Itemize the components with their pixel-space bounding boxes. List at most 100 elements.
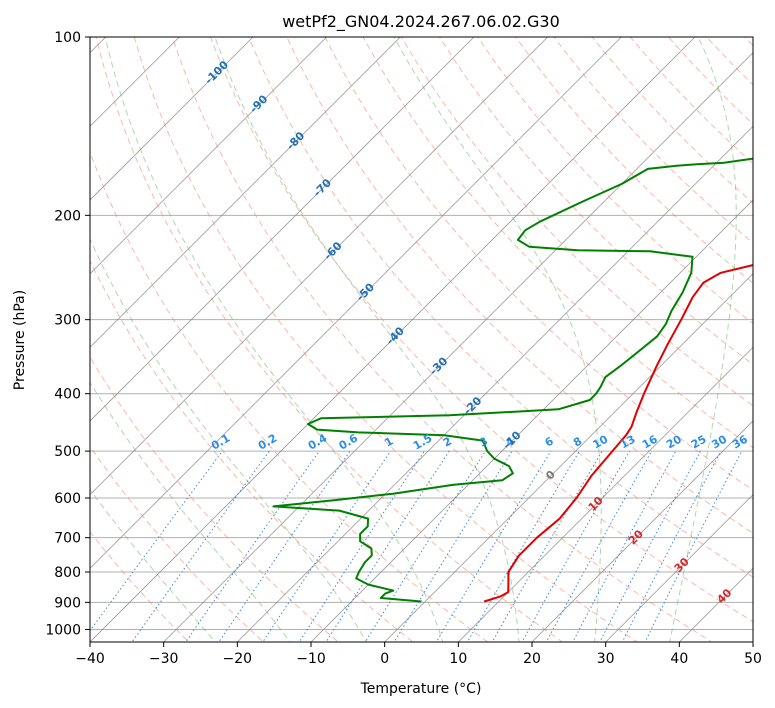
isotherm-line [90, 37, 696, 642]
dry-adiabat [90, 259, 414, 642]
mixing-ratio-label: 10 [590, 432, 610, 451]
dry-adiabat [248, 37, 753, 578]
isotherm-line [90, 37, 401, 348]
y-axis-label: Pressure (hPa) [12, 290, 28, 390]
moist-adiabat [90, 381, 291, 642]
x-tick-label: 30 [597, 651, 615, 667]
mixing-ratio-line [298, 450, 425, 642]
y-tick-label: 500 [54, 444, 81, 460]
dry-adiabat [438, 37, 753, 366]
dry-adiabat [591, 37, 753, 204]
mixing-ratio-line [435, 450, 552, 642]
mixing-ratio-line [644, 450, 743, 642]
isotherm-line [458, 346, 753, 642]
isotherm-line [90, 37, 548, 496]
mixing-ratio-line [545, 450, 653, 642]
mixing-ratio-line [621, 450, 722, 642]
mixing-ratio-line [364, 450, 486, 642]
y-tick-label: 400 [54, 387, 81, 403]
dry-adiabat [729, 0, 775, 654]
y-tick-label: 600 [54, 491, 81, 507]
moist-adiabat [90, 488, 216, 642]
mixing-ratio-line [572, 450, 677, 642]
isotherm-line [310, 199, 753, 642]
mixing-ratio-label: 3 [477, 435, 490, 450]
mixing-ratio-line [599, 450, 701, 642]
x-axis: −40 −30 −20 −10 0 10 20 30 40 50 [75, 642, 762, 667]
mixing-ratio-line [131, 450, 270, 642]
y-tick-label: 900 [54, 595, 81, 611]
moist-adiabat [669, 37, 737, 642]
isotherm-label: -100 [202, 58, 231, 87]
isotherm-line [90, 37, 254, 201]
x-tick-label: 0 [380, 651, 389, 667]
isotherm-line [90, 37, 327, 275]
dry-adiabat [324, 37, 753, 491]
dry-adiabat [90, 531, 190, 642]
y-tick-label: 1000 [45, 622, 81, 638]
mixing-ratio-label: 0.1 [209, 432, 232, 453]
mixing-ratio-label: 0.2 [256, 432, 279, 453]
plot-frame [89, 36, 754, 643]
mixing-ratio-line [262, 450, 392, 642]
y-tick-label: 100 [54, 30, 81, 46]
moist-adiabat [393, 37, 602, 642]
isotherm-label: 0 [543, 468, 558, 483]
x-tick-label: −30 [149, 651, 179, 667]
isotherm-line [90, 37, 475, 422]
isotherm-line [237, 125, 753, 642]
isotherm-line [752, 641, 753, 642]
mixing-ratio-label: 30 [709, 432, 729, 451]
isotherm-line [531, 420, 753, 642]
isotherm-label: 20 [626, 527, 646, 547]
moist-adiabat [214, 37, 520, 642]
x-tick-label: 40 [670, 651, 688, 667]
dry-adiabat [362, 37, 753, 449]
isotherm-line [605, 494, 753, 642]
mixing-ratio-label: 0.4 [306, 431, 330, 452]
mixing-ratio-label: 20 [664, 432, 684, 451]
isotherm-label: -50 [354, 280, 377, 303]
dry-adiabat [95, 37, 564, 642]
mixing-ratio-label: 1 [382, 435, 395, 450]
isotherm-line [384, 273, 753, 642]
x-tick-label: −10 [296, 651, 326, 667]
dry-adiabat [705, 37, 753, 86]
mixing-ratio-line [466, 450, 580, 642]
dry-adiabat [744, 37, 753, 47]
moist-adiabat [90, 237, 367, 642]
mixing-ratio-line [393, 450, 513, 642]
dry-adiabat [286, 37, 753, 534]
x-axis-label: Temperature (°C) [360, 681, 482, 697]
plot-area [90, 0, 775, 654]
dry-adiabat [90, 445, 265, 642]
dry-adiabat [133, 37, 638, 642]
chart-title: wetPf2_GN04.2024.267.06.02.G30 [282, 12, 560, 32]
isotherm-line [163, 52, 753, 642]
dry-adiabat [400, 37, 753, 407]
dewpoint-profile [272, 157, 753, 603]
x-tick-label: 50 [744, 651, 762, 667]
dry-adiabat [629, 37, 753, 165]
isotherm-label: 10 [586, 494, 606, 514]
y-tick-label: 200 [54, 208, 81, 224]
isotherm-line [90, 37, 622, 569]
dry-adiabat [171, 37, 713, 642]
mixing-ratio-line [218, 450, 351, 642]
temperature-profile [483, 264, 753, 603]
mixing-ratio-label: 36 [730, 432, 750, 451]
mixing-ratio-line [491, 450, 603, 642]
x-tick-label: 10 [449, 651, 467, 667]
mixing-ratio-line [90, 450, 223, 632]
x-tick-label: −20 [223, 651, 253, 667]
isotherm-label: -80 [284, 129, 307, 152]
dry-adiabat [209, 37, 753, 623]
moist-adiabat [104, 37, 444, 642]
dry-adiabat [515, 37, 753, 284]
y-tick-label: 700 [54, 531, 81, 547]
mixing-ratio-label: 8 [571, 435, 584, 450]
dry-adiabat [477, 37, 753, 325]
x-tick-label: 20 [523, 651, 541, 667]
